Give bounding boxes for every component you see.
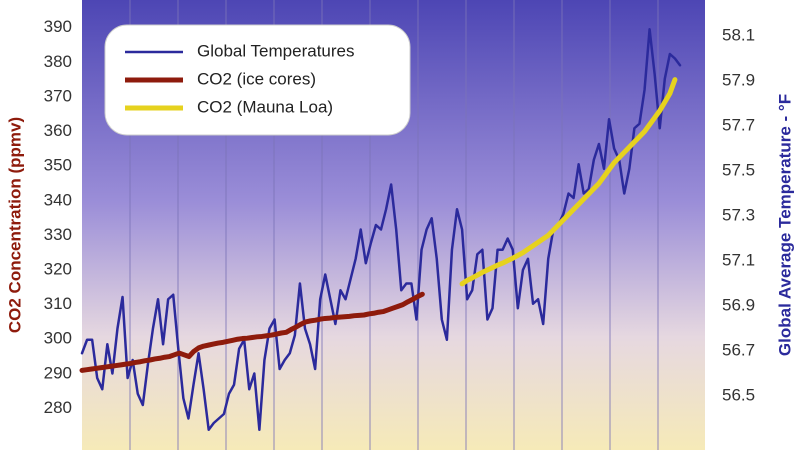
- y2-tick-label: 56.5: [722, 385, 755, 404]
- legend-label: CO2 (Mauna Loa): [197, 97, 333, 116]
- legend-label: Global Temperatures: [197, 41, 355, 60]
- y2-tick-label: 56.9: [722, 295, 755, 314]
- y-tick-label: 370: [44, 86, 72, 105]
- y2-tick-label: 58.1: [722, 25, 755, 44]
- y-tick-label: 350: [44, 156, 72, 175]
- y-tick-label: 290: [44, 363, 72, 382]
- y2-tick-label: 57.3: [722, 205, 755, 224]
- legend-label: CO2 (ice cores): [197, 69, 316, 88]
- y2-tick-label: 56.7: [722, 340, 755, 359]
- y2-tick-label: 57.5: [722, 160, 755, 179]
- series-line: [80, 28, 682, 431]
- y-tick-label: 380: [44, 52, 72, 71]
- series-line: [459, 77, 678, 287]
- y-tick-label: 360: [44, 121, 72, 140]
- y-tick-label: 310: [44, 294, 72, 313]
- y2-tick-label: 57.7: [722, 115, 755, 134]
- y-tick-label: 320: [44, 259, 72, 278]
- y2-tick-label: 57.9: [722, 70, 755, 89]
- y-tick-label: 330: [44, 225, 72, 244]
- y2-axis-label: Global Average Temperature - °F: [775, 94, 794, 356]
- y-axis-label: CO2 Concentration (ppmv): [5, 117, 24, 333]
- y-tick-label: 340: [44, 190, 72, 209]
- y-tick-label: 300: [44, 329, 72, 348]
- series-line: [79, 291, 425, 373]
- y2-tick-label: 57.1: [722, 250, 755, 269]
- y-tick-label: 390: [44, 17, 72, 36]
- y-tick-label: 280: [44, 398, 72, 417]
